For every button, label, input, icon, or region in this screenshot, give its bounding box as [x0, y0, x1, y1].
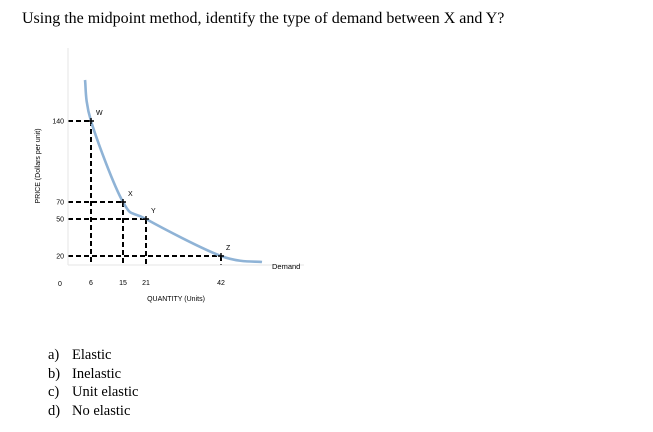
point-marker [143, 216, 149, 222]
demand-curve [83, 79, 263, 264]
point-label: Z [226, 245, 231, 252]
legend-demand-label: Demand [272, 262, 300, 271]
option-letter: b) [48, 365, 61, 382]
option-text: Inelastic [72, 365, 122, 382]
option-letter: c) [48, 384, 60, 400]
y-tick-label: 50 [56, 217, 64, 224]
option-text: No elastic [72, 402, 131, 419]
origin-label: 0 [58, 281, 62, 288]
option-letter: a) [48, 347, 60, 363]
point-label: X [128, 191, 133, 198]
point-markers [88, 118, 224, 259]
x-axis-title: QUANTITY (Units) [147, 296, 205, 303]
option-letter: d) [48, 402, 61, 419]
x-tick-label: 15 [119, 280, 127, 287]
chart-labels: W X Y Z 6 15 21 42 140 70 50 20 [52, 110, 231, 287]
y-tick-label: 140 [52, 119, 64, 126]
y-tick-label: 70 [56, 200, 64, 207]
option-a[interactable]: a) Elastic [48, 346, 138, 365]
y-axis-title: PRICE (Dollars per unit) [35, 128, 42, 203]
option-b[interactable]: b) Inelastic [48, 365, 138, 384]
option-d[interactable]: d) No elastic [48, 402, 138, 421]
option-text: Elastic [72, 347, 112, 363]
demand-chart: W X Y Z 6 15 21 42 140 70 50 20 0 QUANTITY (Units) … [0, 40, 320, 330]
x-tick-label: 6 [89, 280, 93, 287]
point-marker [88, 118, 94, 124]
answer-options: a) Elastic b) Inelastic c) Unit elastic d) N… [48, 346, 138, 420]
x-tick-label: 21 [142, 280, 150, 287]
point-marker [120, 199, 126, 205]
point-marker [218, 253, 224, 259]
question-text: Using the midpoint method, identify the … [22, 10, 505, 27]
x-tick-label: 42 [217, 280, 225, 287]
point-label: Y [151, 208, 156, 215]
y-tick-label: 20 [56, 254, 64, 261]
option-text: Unit elastic [72, 384, 139, 400]
guide-lines [68, 120, 222, 265]
point-label: W [96, 110, 103, 117]
option-c[interactable]: c) Unit elastic [48, 383, 138, 402]
